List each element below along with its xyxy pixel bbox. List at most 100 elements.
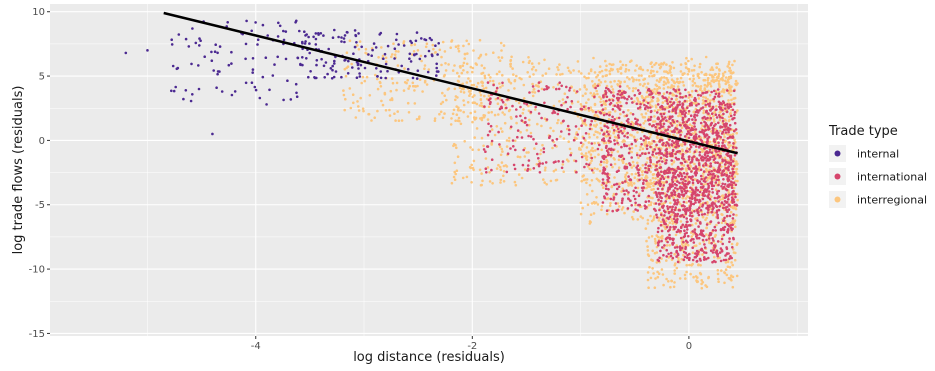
grid-minor — [50, 4, 808, 336]
data-point — [675, 106, 679, 109]
data-point — [668, 146, 672, 149]
data-point — [308, 51, 312, 55]
data-point — [712, 76, 715, 79]
data-point — [670, 151, 674, 155]
data-point — [648, 75, 651, 78]
data-point — [631, 76, 634, 79]
data-point — [354, 116, 358, 119]
data-point — [717, 200, 720, 203]
data-point — [729, 71, 733, 75]
data-point — [391, 53, 394, 56]
data-point — [463, 57, 467, 60]
data-point — [632, 164, 636, 167]
data-point — [721, 76, 724, 80]
data-point — [596, 203, 600, 206]
data-point — [471, 120, 474, 124]
data-point — [660, 191, 663, 195]
data-point — [343, 40, 346, 44]
data-point — [706, 213, 709, 216]
data-point — [702, 183, 706, 186]
data-point — [735, 160, 738, 163]
data-point — [312, 35, 315, 39]
data-point — [547, 67, 551, 70]
y-tick-label: 0 — [39, 136, 45, 147]
data-point — [490, 110, 494, 114]
data-point — [673, 208, 677, 212]
data-point — [611, 209, 614, 213]
data-point — [732, 237, 735, 241]
data-point — [689, 177, 693, 180]
data-point — [596, 167, 599, 171]
data-point — [685, 132, 689, 136]
data-point — [729, 114, 733, 118]
data-point — [515, 121, 518, 125]
data-point — [708, 210, 712, 214]
data-point — [703, 243, 706, 246]
data-point — [702, 185, 705, 188]
data-point — [532, 167, 536, 170]
data-point — [463, 52, 467, 56]
data-point — [495, 167, 499, 170]
data-point — [609, 101, 613, 105]
data-point — [513, 180, 517, 184]
data-point — [713, 196, 717, 200]
data-point — [427, 68, 431, 71]
data-point — [652, 124, 655, 127]
data-point — [620, 96, 623, 99]
data-point — [250, 81, 254, 84]
data-point — [520, 119, 524, 122]
data-point — [384, 109, 388, 112]
data-point — [623, 180, 627, 183]
data-point — [733, 258, 737, 262]
data-point — [522, 108, 525, 111]
data-point — [475, 63, 479, 66]
data-point — [555, 87, 558, 91]
data-point — [562, 102, 565, 105]
data-point — [562, 170, 565, 173]
data-point — [665, 180, 668, 184]
data-point — [651, 249, 654, 253]
data-point — [495, 72, 499, 76]
data-point — [732, 198, 735, 201]
data-point — [644, 166, 647, 170]
data-point — [668, 196, 671, 199]
data-point — [701, 124, 704, 127]
data-point — [542, 178, 545, 181]
data-point — [182, 97, 185, 101]
data-point — [712, 248, 715, 252]
data-point — [622, 110, 625, 114]
data-point — [470, 163, 474, 167]
data-point — [643, 82, 646, 86]
data-point — [545, 87, 548, 91]
data-point — [678, 121, 681, 125]
data-point — [625, 189, 628, 192]
data-point — [615, 182, 619, 186]
data-point — [669, 86, 672, 89]
data-point — [661, 218, 665, 221]
data-point — [584, 132, 588, 135]
data-point — [616, 70, 620, 73]
data-point — [593, 141, 596, 145]
data-point — [472, 168, 475, 172]
data-point — [710, 74, 713, 77]
data-point — [467, 77, 470, 80]
data-point — [720, 125, 724, 129]
data-point — [711, 173, 714, 176]
data-point — [605, 158, 608, 162]
data-point — [662, 209, 666, 212]
data-point — [699, 188, 703, 191]
data-point — [639, 107, 642, 111]
data-point — [667, 171, 670, 174]
data-point — [520, 77, 523, 81]
data-point — [699, 174, 703, 178]
data-point — [600, 69, 604, 73]
data-point — [722, 90, 726, 94]
data-point — [664, 70, 668, 73]
data-point — [719, 259, 723, 263]
data-point — [639, 102, 642, 106]
data-point — [628, 147, 631, 150]
data-point — [669, 167, 673, 171]
data-point — [714, 92, 718, 96]
data-point — [674, 220, 677, 224]
data-point — [605, 165, 608, 168]
